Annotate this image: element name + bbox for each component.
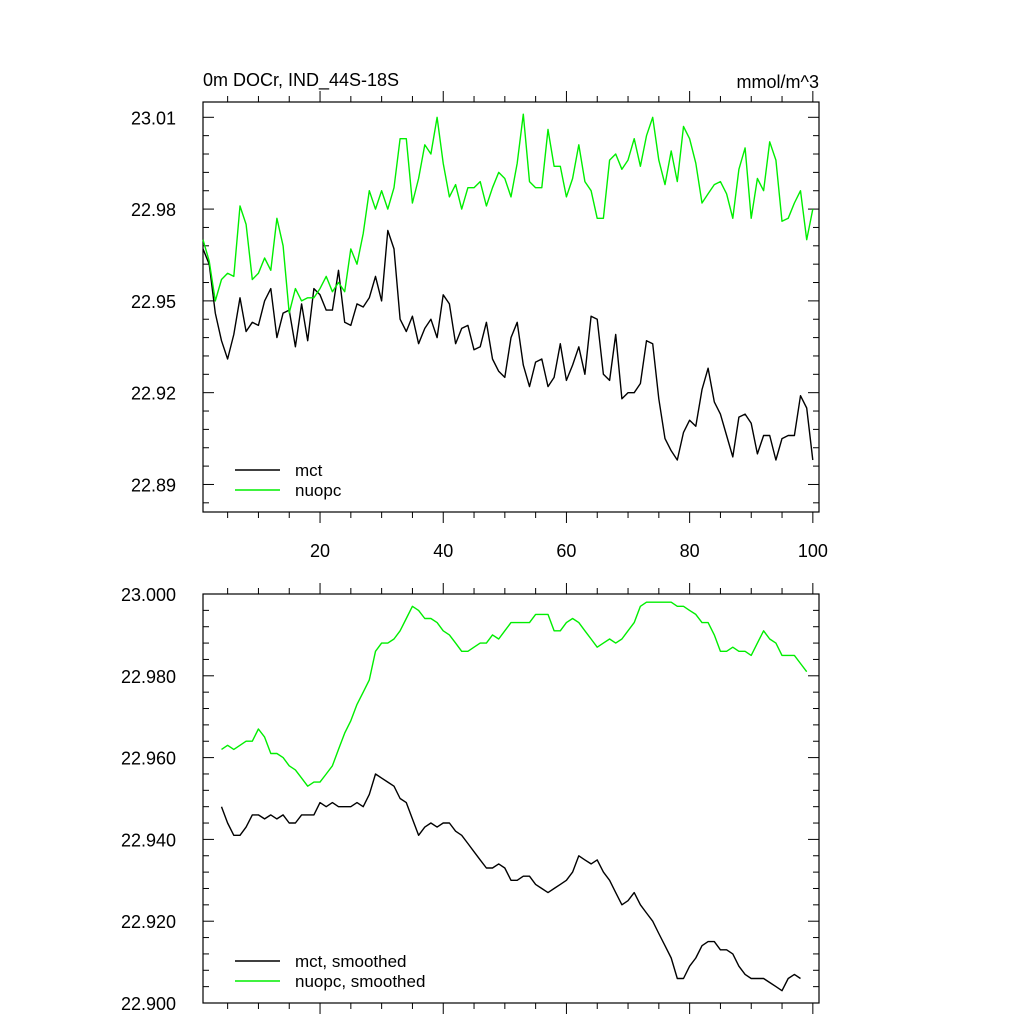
y-tick-label: 22.89 <box>131 475 176 495</box>
y-ticks <box>203 116 819 504</box>
x-tick-label: 40 <box>433 541 453 561</box>
series-line-nuopc <box>202 113 814 314</box>
units-label: mmol/m^3 <box>737 72 819 92</box>
y-tick-label: 22.960 <box>121 749 176 769</box>
top-panel: 0m DOCr, IND_44S-18S mmol/m^3 20 40 60 80 10… <box>131 70 828 561</box>
y-tick-label: 23.000 <box>121 585 176 605</box>
legend-label: nuopc, smoothed <box>295 972 425 991</box>
series-line-nuopc-smoothed <box>221 601 808 787</box>
legend-label: mct, smoothed <box>295 952 407 971</box>
x-ticks <box>227 91 814 523</box>
y-tick-label: 22.920 <box>121 912 176 932</box>
legend-label: nuopc <box>295 481 342 500</box>
y-tick-label: 22.92 <box>131 384 176 404</box>
y-tick-label: 22.940 <box>121 830 176 850</box>
x-tick-label: 100 <box>798 541 828 561</box>
y-tick-label: 22.900 <box>121 994 176 1014</box>
chart-title: 0m DOCr, IND_44S-18S <box>203 70 399 91</box>
y-tick-label: 23.01 <box>131 108 176 128</box>
y-ticks <box>203 593 819 1004</box>
bottom-panel: 22.900 22.920 22.940 22.960 22.980 23.000 mct,… <box>121 583 820 1014</box>
legend-label: mct <box>295 461 323 480</box>
x-ticks <box>227 583 814 1014</box>
y-tick-label: 22.95 <box>131 292 176 312</box>
series-line-mct-smoothed <box>220 773 801 992</box>
plot-frame <box>202 101 820 513</box>
y-tick-label: 22.980 <box>121 667 176 687</box>
y-tick-label: 22.98 <box>131 200 176 220</box>
plot-frame <box>202 593 820 1004</box>
x-tick-label: 60 <box>556 541 576 561</box>
x-tick-label: 20 <box>310 541 330 561</box>
x-tick-label: 80 <box>680 541 700 561</box>
series-line-mct <box>202 229 814 461</box>
